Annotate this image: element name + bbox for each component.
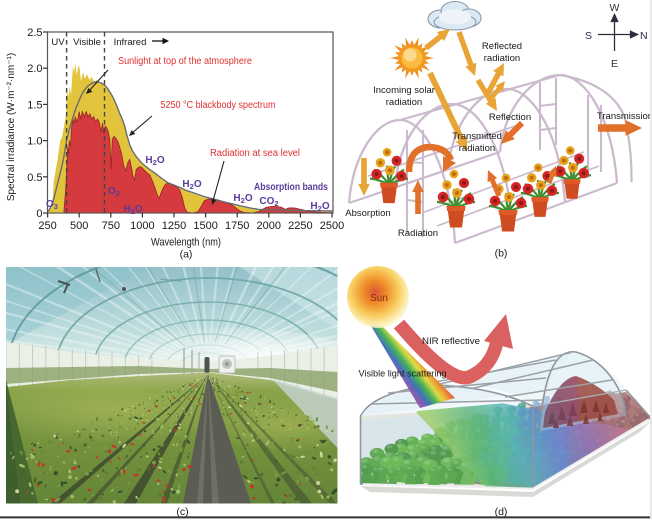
svg-text:O2: O2	[108, 186, 120, 198]
svg-text:Radiation at sea level: Radiation at sea level	[210, 148, 300, 159]
svg-text:NIR reflective: NIR reflective	[422, 336, 480, 347]
svg-text:250: 250	[38, 220, 56, 232]
svg-text:H2O: H2O	[182, 179, 201, 191]
svg-text:Infrared: Infrared	[114, 37, 147, 48]
svg-text:Reflected: Reflected	[482, 41, 522, 52]
svg-text:Wavelength (nm): Wavelength (nm)	[151, 237, 221, 249]
svg-text:radiation: radiation	[484, 53, 520, 64]
svg-text:1750: 1750	[225, 220, 249, 232]
svg-text:Spectral irradiance (W·m⁻²·nm⁻: Spectral irradiance (W·m⁻²·nm⁻¹)	[6, 53, 17, 201]
svg-text:radiation: radiation	[459, 143, 495, 154]
svg-text:S: S	[585, 30, 592, 42]
svg-text:(a): (a)	[180, 249, 193, 261]
svg-text:500: 500	[70, 220, 88, 232]
svg-text:5250 °C blackbody spectrum: 5250 °C blackbody spectrum	[161, 100, 276, 111]
svg-text:W: W	[610, 2, 620, 14]
svg-text:1.5: 1.5	[27, 99, 42, 111]
svg-text:2250: 2250	[288, 220, 312, 232]
svg-text:2.0: 2.0	[27, 63, 42, 75]
svg-text:N: N	[640, 30, 648, 42]
svg-text:2000: 2000	[257, 220, 281, 232]
svg-text:1.0: 1.0	[27, 136, 42, 148]
svg-text:2.5: 2.5	[27, 27, 42, 39]
svg-text:Transmitted: Transmitted	[452, 131, 502, 142]
svg-text:Visible: Visible	[73, 37, 101, 48]
svg-text:0.5: 0.5	[27, 172, 42, 184]
svg-text:0: 0	[36, 208, 42, 220]
svg-text:Radiation: Radiation	[398, 228, 438, 239]
svg-text:Transmission: Transmission	[597, 111, 652, 122]
svg-text:(c): (c)	[176, 506, 188, 518]
svg-text:Absorption: Absorption	[345, 208, 390, 219]
svg-text:750: 750	[102, 220, 120, 232]
svg-text:O3: O3	[46, 199, 58, 211]
svg-text:1000: 1000	[130, 220, 154, 232]
svg-text:1250: 1250	[162, 220, 186, 232]
svg-text:E: E	[611, 58, 618, 70]
svg-text:Reflection: Reflection	[489, 112, 531, 123]
svg-text:(d): (d)	[495, 506, 508, 518]
svg-text:Sun: Sun	[370, 293, 388, 304]
svg-text:Visible light scattering: Visible light scattering	[359, 369, 447, 380]
svg-text:Incoming solar: Incoming solar	[373, 85, 435, 96]
svg-text:radiation: radiation	[386, 97, 422, 108]
svg-text:1500: 1500	[193, 220, 217, 232]
svg-text:H2O: H2O	[123, 204, 142, 216]
svg-text:H2O: H2O	[310, 201, 329, 213]
svg-text:Absorption bands: Absorption bands	[254, 182, 328, 193]
svg-text:(b): (b)	[495, 248, 508, 260]
svg-text:Sunlight at top of the atmosph: Sunlight at top of the atmosphere	[118, 56, 252, 67]
svg-text:CO2: CO2	[259, 196, 278, 208]
svg-text:H2O: H2O	[145, 155, 164, 167]
svg-text:2500: 2500	[320, 220, 344, 232]
svg-text:UV: UV	[51, 37, 65, 48]
svg-text:H2O: H2O	[233, 193, 252, 205]
